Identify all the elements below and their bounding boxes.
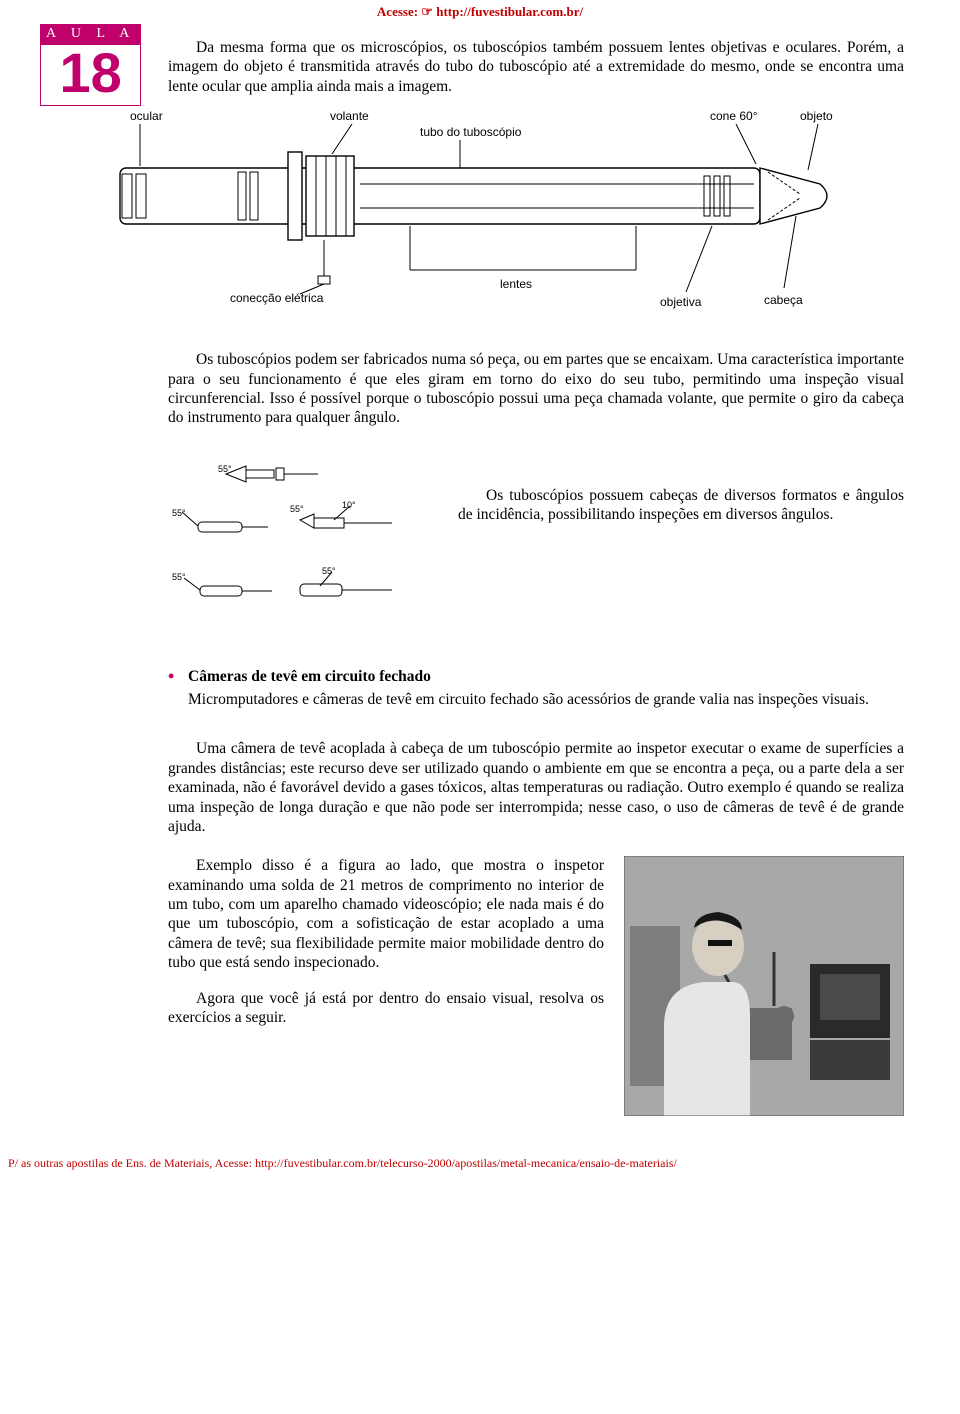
ang-5: 55° [322,566,336,576]
lbl-coneccao: conecção elétrica [230,291,324,305]
lbl-cabeca: cabeça [764,293,803,307]
bullet-dot-icon: • [168,667,188,685]
intro-block: Da mesma forma que os microscópios, os t… [0,20,960,96]
lbl-tubo: tubo do tuboscópio [420,125,522,139]
example-text: Exemplo disso é a figura ao lado, que mo… [168,856,604,1116]
inspector-photo [624,856,904,1116]
angles-text: Os tuboscópios possuem cabeças de divers… [458,454,904,525]
bullet-block: • Câmeras de tevê em circuito fechado Mi… [0,639,960,714]
angles-para: Os tuboscópios possuem cabeças de divers… [458,486,904,525]
footer-url[interactable]: http://fuvestibular.com.br/telecurso-200… [255,1156,677,1170]
access-url[interactable]: http://fuvestibular.com.br/ [436,4,583,19]
example-p2: Agora que você já está por dentro do ens… [168,989,604,1028]
lbl-objeto: objeto [800,109,833,123]
ang-2: 10° [342,500,356,510]
footer: P/ as outras apostilas de Ens. de Materi… [0,1116,960,1171]
ang-3: 55° [290,504,304,514]
header-link: Acesse: ☞ http://fuvestibular.com.br/ [0,0,960,20]
lbl-cone: cone 60° [710,109,758,123]
aula-badge: A U L A 18 [40,24,141,106]
example-p1: Exemplo disso é a figura ao lado, que mo… [168,856,604,972]
lbl-ocular: ocular [130,109,163,123]
angles-figure: 55° 55° 55° 10° [168,454,428,639]
lbl-lentes: lentes [500,277,532,291]
footer-prefix: P/ as outras apostilas de Ens. de Materi… [8,1156,255,1170]
camera-para-block: Uma câmera de tevê acoplada à cabeça de … [0,719,960,836]
camera-para: Uma câmera de tevê acoplada à cabeça de … [168,739,904,836]
aula-number: 18 [40,44,141,106]
mid-block: Os tuboscópios podem ser fabricados numa… [0,350,960,428]
bullet-title: Câmeras de tevê em circuito fechado [188,668,431,685]
mid-p1: Os tuboscópios podem ser fabricados numa… [168,350,904,428]
access-label: Acesse: ☞ [377,4,436,19]
intro-p1: Da mesma forma que os microscópios, os t… [168,38,904,96]
ang-1: 55° [172,508,186,518]
tuboscope-diagram: ocular volante tubo do tuboscópio cone 6… [100,106,860,336]
ang-4: 55° [172,572,186,582]
angles-section: 55° 55° 55° 10° [0,434,960,639]
lbl-volante: volante [330,109,369,123]
example-row: Exemplo disso é a figura ao lado, que mo… [0,836,960,1116]
bullet-body: Micromputadores e câmeras de tevê em cir… [188,690,869,709]
lbl-objetiva: objetiva [660,295,702,309]
